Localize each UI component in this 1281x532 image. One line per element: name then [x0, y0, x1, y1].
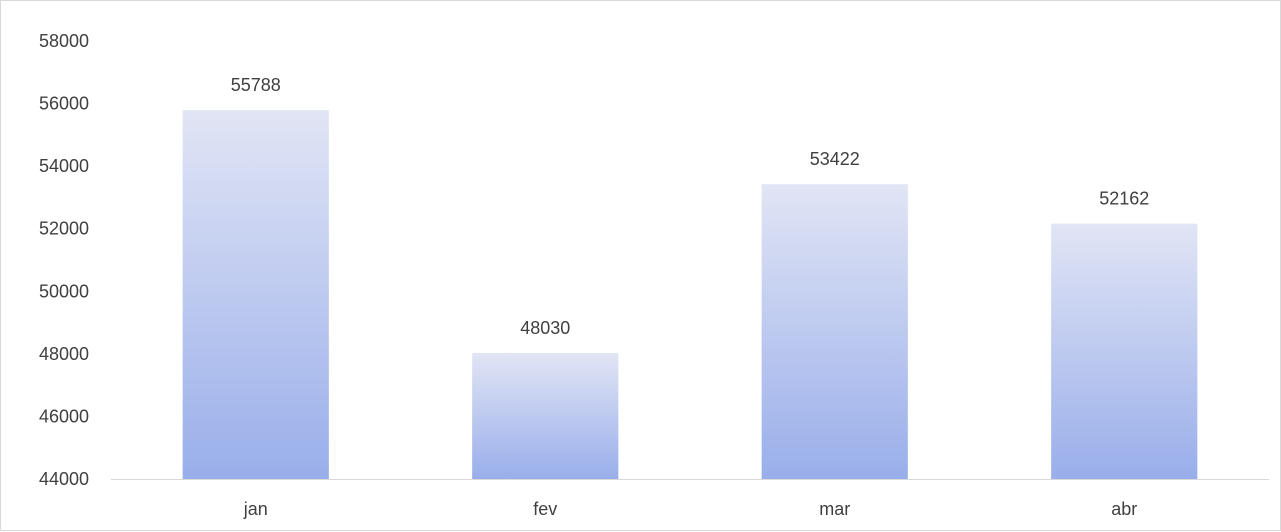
y-tick-label: 54000 [39, 156, 89, 176]
data-label-mar: 53422 [810, 149, 860, 169]
x-tick-label-jan: jan [243, 499, 268, 519]
x-tick-label-fev: fev [533, 499, 557, 519]
x-tick-label-mar: mar [819, 499, 850, 519]
x-axis: jan fev mar abr [243, 499, 1138, 519]
data-labels: 55788 48030 53422 52162 [231, 75, 1150, 338]
y-tick-label: 56000 [39, 94, 89, 114]
y-tick-label: 46000 [39, 406, 89, 426]
x-tick-label-abr: abr [1111, 499, 1137, 519]
data-label-fev: 48030 [520, 318, 570, 338]
data-label-jan: 55788 [231, 75, 281, 95]
y-tick-label: 48000 [39, 344, 89, 364]
y-tick-label: 50000 [39, 281, 89, 301]
bars [182, 110, 1198, 479]
bar-mar [761, 184, 908, 479]
y-tick-label: 58000 [39, 31, 89, 51]
y-tick-label: 52000 [39, 219, 89, 239]
data-label-abr: 52162 [1099, 189, 1149, 209]
bar-jan [182, 110, 329, 479]
bar-fev [472, 352, 619, 479]
y-axis: 44000 46000 48000 50000 52000 54000 56000 58000 [39, 31, 89, 489]
y-tick-label: 44000 [39, 469, 89, 489]
bar-abr [1051, 223, 1198, 479]
